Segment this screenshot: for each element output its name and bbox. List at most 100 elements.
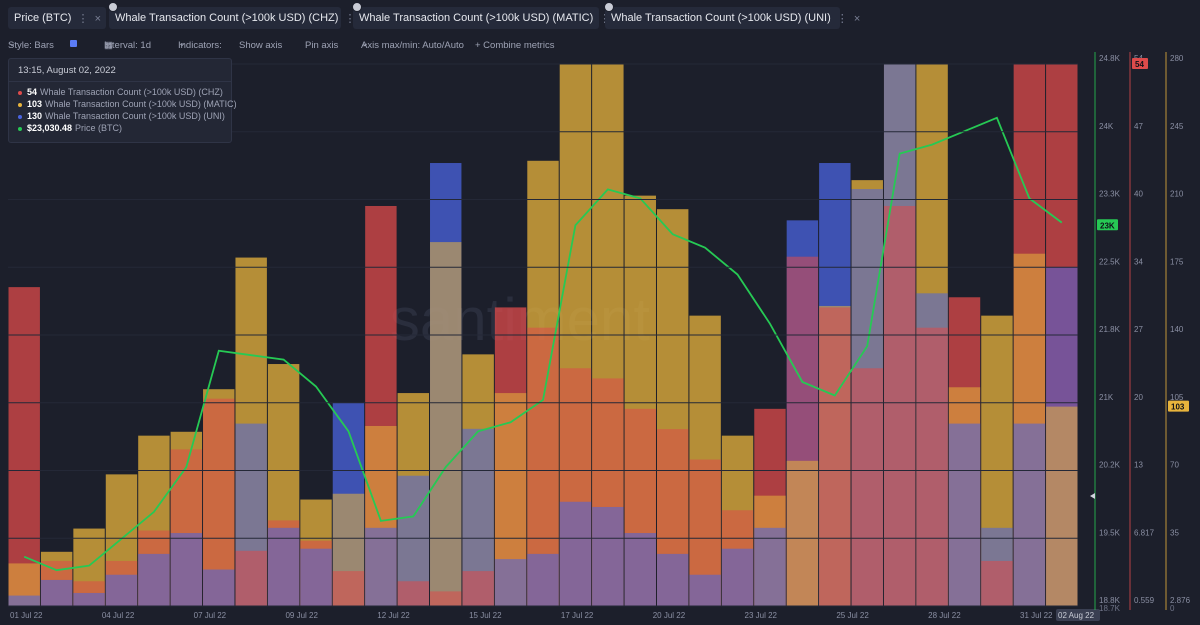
tooltip-name: Whale Transaction Count (>100k USD) (MAT…	[45, 99, 237, 109]
y-tick-matic: 35	[1170, 528, 1179, 537]
show-axis-label: Show axis	[239, 40, 283, 51]
bar-chz	[883, 205, 916, 607]
bar-chz	[397, 581, 430, 606]
color-selector[interactable]: ⌄	[70, 38, 78, 49]
axis-badge-label-btc: 23K	[1100, 221, 1115, 230]
bar-uni	[948, 423, 981, 606]
y-tick-btc: 21.8K	[1099, 325, 1121, 334]
style-label: Style: Bars	[8, 40, 54, 51]
x-tick-label: 17 Jul 22	[561, 611, 594, 620]
axis-badge-matic	[1168, 400, 1189, 412]
y-tick-chz: 34	[1134, 257, 1143, 266]
bar-uni	[592, 506, 624, 606]
bar-chz	[235, 550, 267, 606]
tooltip-row-chz: 54 Whale Transaction Count (>100k USD) (C…	[18, 87, 223, 97]
tab-price-btc[interactable]: Price (BTC) ⋮ ×	[8, 7, 106, 29]
tooltip-value: $23,030.48	[27, 123, 73, 133]
bar-uni	[527, 553, 559, 606]
x-tick-label: 04 Jul 22	[102, 611, 135, 620]
y-tick-matic: 175	[1170, 257, 1184, 266]
y-tick-matic: 2.876	[1170, 596, 1191, 605]
tab-whale-uni[interactable]: Whale Transaction Count (>100k USD) (UNI…	[604, 2, 860, 29]
tab-controls[interactable]: ⋮ ×	[77, 12, 101, 25]
tooltip-value: 130	[27, 111, 43, 121]
lock-icon[interactable]	[108, 2, 118, 12]
metric-tabs: Price (BTC) ⋮ × Whale Transaction Count …	[0, 0, 1200, 36]
y-tick-btc: 18.8K	[1099, 596, 1121, 605]
style-selector[interactable]: Style: Bars ⌄	[8, 38, 54, 51]
x-tick-label: 28 Jul 22	[928, 611, 961, 620]
bar-uni	[40, 579, 73, 606]
y-extra-label: 0	[1170, 604, 1175, 613]
x-tick-label: 25 Jul 22	[836, 611, 869, 620]
x-tick-label: 23 Jul 22	[745, 611, 778, 620]
interval-selector[interactable]: ▦ Interval: 1d ⌄	[104, 38, 151, 51]
y-tick-btc: 24.8K	[1099, 54, 1121, 63]
bar-uni	[138, 553, 170, 606]
y-tick-btc: 22.5K	[1099, 257, 1121, 266]
tooltip-value: 54	[27, 87, 38, 97]
y-tick-chz: 47	[1134, 122, 1143, 131]
tooltip-divider	[9, 81, 231, 82]
y-tick-matic: 105	[1170, 393, 1184, 402]
price-line	[23, 116, 1063, 572]
tab-whale-chz[interactable]: Whale Transaction Count (>100k USD) (CHZ…	[108, 2, 368, 29]
series-dot-icon	[18, 90, 22, 95]
bar-chz	[332, 571, 365, 606]
bar-uni	[494, 559, 527, 606]
tab-controls[interactable]: ⋮ ×	[836, 12, 861, 25]
bar-uni	[559, 501, 592, 606]
bar-uni	[105, 574, 138, 606]
series-dot-icon	[18, 126, 22, 131]
bar-uni	[689, 574, 721, 606]
axis-maxmin-selector[interactable]: Axis max/min: Auto/Auto ⌄	[361, 38, 464, 51]
cursor-marker-icon	[1090, 493, 1095, 499]
bar-chz	[851, 368, 883, 606]
calendar-icon: ▦	[104, 40, 113, 51]
x-tick-label: 12 Jul 22	[377, 611, 410, 620]
bar-matic	[786, 460, 819, 606]
tooltip-value: 103	[27, 99, 43, 109]
y-tick-btc: 20.2K	[1099, 461, 1121, 470]
tooltip-panel: 13:15, August 02, 2022 54 Whale Transacti…	[8, 58, 237, 143]
bar-chz	[819, 307, 851, 606]
x-tick-label: 09 Jul 22	[285, 611, 318, 620]
bar-matic	[430, 242, 462, 607]
tooltip-row-uni: 130 Whale Transaction Count (>100k USD) (…	[18, 111, 225, 121]
bar-chz	[430, 591, 462, 606]
x-tick-label: 20 Jul 22	[653, 611, 686, 620]
x-last-label: 02 Aug 22	[1058, 611, 1095, 620]
bar-uni	[300, 548, 332, 606]
series-dot-icon	[18, 114, 22, 119]
y-tick-chz: 0.559	[1134, 596, 1155, 605]
bar-uni	[8, 595, 40, 606]
tab-label: Price (BTC)	[14, 12, 72, 24]
bar-uni	[73, 592, 105, 606]
bar-uni	[203, 569, 235, 606]
tab-label: Whale Transaction Count (>100k USD) (UNI…	[611, 12, 831, 24]
y-tick-chz: 13	[1134, 461, 1143, 470]
indicators-selector[interactable]: Indicators: ⌄	[178, 38, 222, 51]
bar-chz	[981, 560, 1013, 606]
x-tick-label: 07 Jul 22	[194, 611, 227, 620]
y-tick-matic: 140	[1170, 325, 1184, 334]
lock-icon[interactable]	[352, 2, 362, 12]
y-tick-chz: 20	[1134, 393, 1143, 402]
axis-badge-chz	[1132, 58, 1148, 69]
bar-uni	[721, 548, 754, 606]
indicators-label: Indicators:	[178, 40, 222, 51]
lock-icon[interactable]	[604, 2, 614, 12]
x-tick-label: 15 Jul 22	[469, 611, 502, 620]
axis-badge-btc	[1097, 219, 1118, 231]
bar-chz	[916, 327, 948, 606]
bar-chz	[8, 287, 40, 606]
axis-maxmin-label: Axis max/min: Auto/Auto	[361, 40, 464, 51]
bar-uni	[1013, 423, 1046, 606]
tooltip-row-matic: 103 Whale Transaction Count (>100k USD) (…	[18, 99, 237, 109]
y-tick-matic: 210	[1170, 190, 1184, 199]
x-tick-label: 01 Jul 22	[10, 611, 43, 620]
chart-toolbar: Style: Bars ⌄ ⌄ ▦ Interval: 1d ⌄ Indicat…	[0, 36, 1200, 52]
y-tick-matic: 280	[1170, 54, 1184, 63]
y-tick-matic: 245	[1170, 122, 1184, 131]
